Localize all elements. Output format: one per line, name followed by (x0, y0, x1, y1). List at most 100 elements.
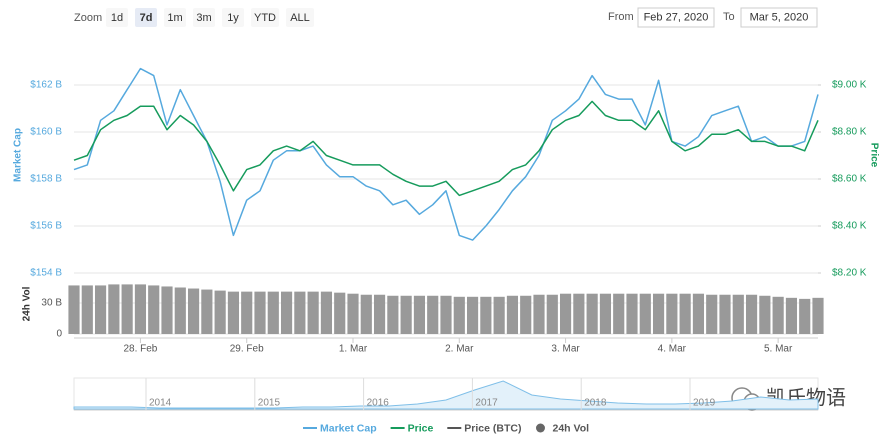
volume-bar (546, 294, 558, 334)
volume-bar (427, 295, 439, 334)
zoom-button-label[interactable]: 1m (167, 12, 182, 24)
zoom-button-label[interactable]: YTD (254, 12, 276, 24)
navigator-year: 2017 (475, 398, 498, 409)
volume-bar (187, 288, 200, 334)
volume-bar (334, 292, 346, 334)
navigator-year: 2014 (149, 398, 172, 409)
x-tick-label: 28. Feb (123, 344, 157, 355)
legend-item[interactable]: Price (BTC) (447, 422, 521, 434)
volume-bar (732, 294, 744, 334)
legend-item[interactable]: 24h Vol (535, 422, 589, 434)
navigator-area (73, 380, 819, 410)
volume-bar (201, 289, 213, 334)
volume-bar (785, 297, 798, 334)
volume-bar (320, 291, 333, 334)
volume-bar (387, 295, 399, 334)
volume-bar (599, 293, 612, 334)
zoom-button-label[interactable]: 1d (111, 12, 123, 24)
y2-axis-title: Price (868, 143, 879, 168)
y-tick-label: $154 B (30, 268, 62, 279)
volume-bar (812, 297, 824, 334)
zoom-button[interactable] (106, 8, 128, 27)
volume-bar (480, 296, 492, 334)
volume-bar (453, 296, 465, 334)
volume-bar (68, 285, 80, 334)
series-line (73, 100, 819, 197)
navigator-year: 2016 (367, 398, 390, 409)
volume-bar (759, 295, 771, 334)
to-date[interactable]: Mar 5, 2020 (750, 11, 809, 23)
volume-bar (520, 295, 532, 334)
legend-item[interactable]: Price (390, 422, 434, 434)
volume-bar (214, 290, 226, 334)
volume-bar (706, 294, 718, 334)
from-input[interactable] (637, 7, 715, 28)
volume-bar (639, 293, 651, 334)
from-date[interactable]: Feb 27, 2020 (644, 11, 709, 23)
legend-symbol (535, 423, 545, 433)
navigator-year: 2015 (258, 398, 281, 409)
volume-bar (174, 287, 186, 334)
zoom-button[interactable] (164, 8, 186, 27)
x-tick-label: 5. Mar (764, 344, 793, 355)
legend-label[interactable]: Price (BTC) (464, 422, 521, 434)
volume-bar (254, 291, 266, 334)
y2-tick-label: $8.60 K (832, 174, 867, 185)
volume-bar (559, 293, 572, 334)
zoom-button[interactable] (251, 8, 279, 27)
x-tick-label: 2. Mar (445, 344, 474, 355)
volume-bar (772, 296, 784, 334)
volume-bar (294, 291, 306, 334)
zoom-button-label[interactable]: 7d (140, 12, 153, 24)
legend-label[interactable]: Market Cap (320, 422, 377, 434)
to-input[interactable] (740, 7, 818, 28)
volume-bar (692, 293, 705, 334)
x-tick-label: 29. Feb (230, 344, 264, 355)
x-tick-label: 1. Mar (339, 344, 368, 355)
volume-bar (94, 285, 107, 334)
volume-bar (679, 293, 691, 334)
zoom-button-label[interactable]: 1y (227, 12, 239, 24)
volume-bar (400, 295, 412, 334)
volume-bar (267, 291, 279, 334)
volume-bar (506, 295, 519, 334)
navigator-year: 2018 (584, 398, 607, 409)
volume-bar (573, 293, 585, 334)
y-axis-title: Market Cap (13, 128, 24, 182)
volume-bar (466, 296, 479, 334)
y-tick-label: $158 B (30, 174, 62, 185)
y-tick-label: $156 B (30, 221, 62, 232)
zoom-button[interactable] (193, 8, 215, 27)
legend-label[interactable]: 24h Vol (552, 422, 589, 434)
volume-bar (413, 295, 426, 334)
y2-tick-label: $8.40 K (832, 221, 867, 232)
x-tick-label: 3. Mar (551, 344, 580, 355)
volume-bar (161, 286, 173, 334)
volume-bar (745, 294, 758, 334)
volume-bar (586, 293, 598, 334)
legend-label[interactable]: Price (408, 422, 434, 434)
zoom-button[interactable] (135, 8, 157, 27)
zoom-button[interactable] (222, 8, 244, 27)
zoom-button[interactable] (286, 8, 314, 27)
zoom-button-label[interactable]: 3m (196, 12, 211, 24)
y-tick-label: $160 B (30, 127, 62, 138)
volume-bar (799, 298, 811, 334)
from-label: From (608, 11, 634, 23)
y-tick-label: $162 B (30, 80, 62, 91)
volume-bar (613, 293, 625, 334)
legend-item[interactable]: Market Cap (303, 422, 377, 434)
volume-bar (360, 294, 372, 334)
vol-tick-label: 30 B (41, 298, 62, 309)
volume-bar (626, 293, 638, 334)
volume-bar (121, 284, 133, 334)
to-label: To (723, 11, 735, 23)
series-line (73, 67, 819, 241)
volume-bar (134, 284, 147, 334)
zoom-label: Zoom (74, 12, 102, 24)
volume-bar (666, 293, 678, 334)
y2-tick-label: $9.00 K (832, 80, 867, 91)
volume-bar (81, 285, 93, 334)
zoom-button-label[interactable]: ALL (290, 12, 310, 24)
